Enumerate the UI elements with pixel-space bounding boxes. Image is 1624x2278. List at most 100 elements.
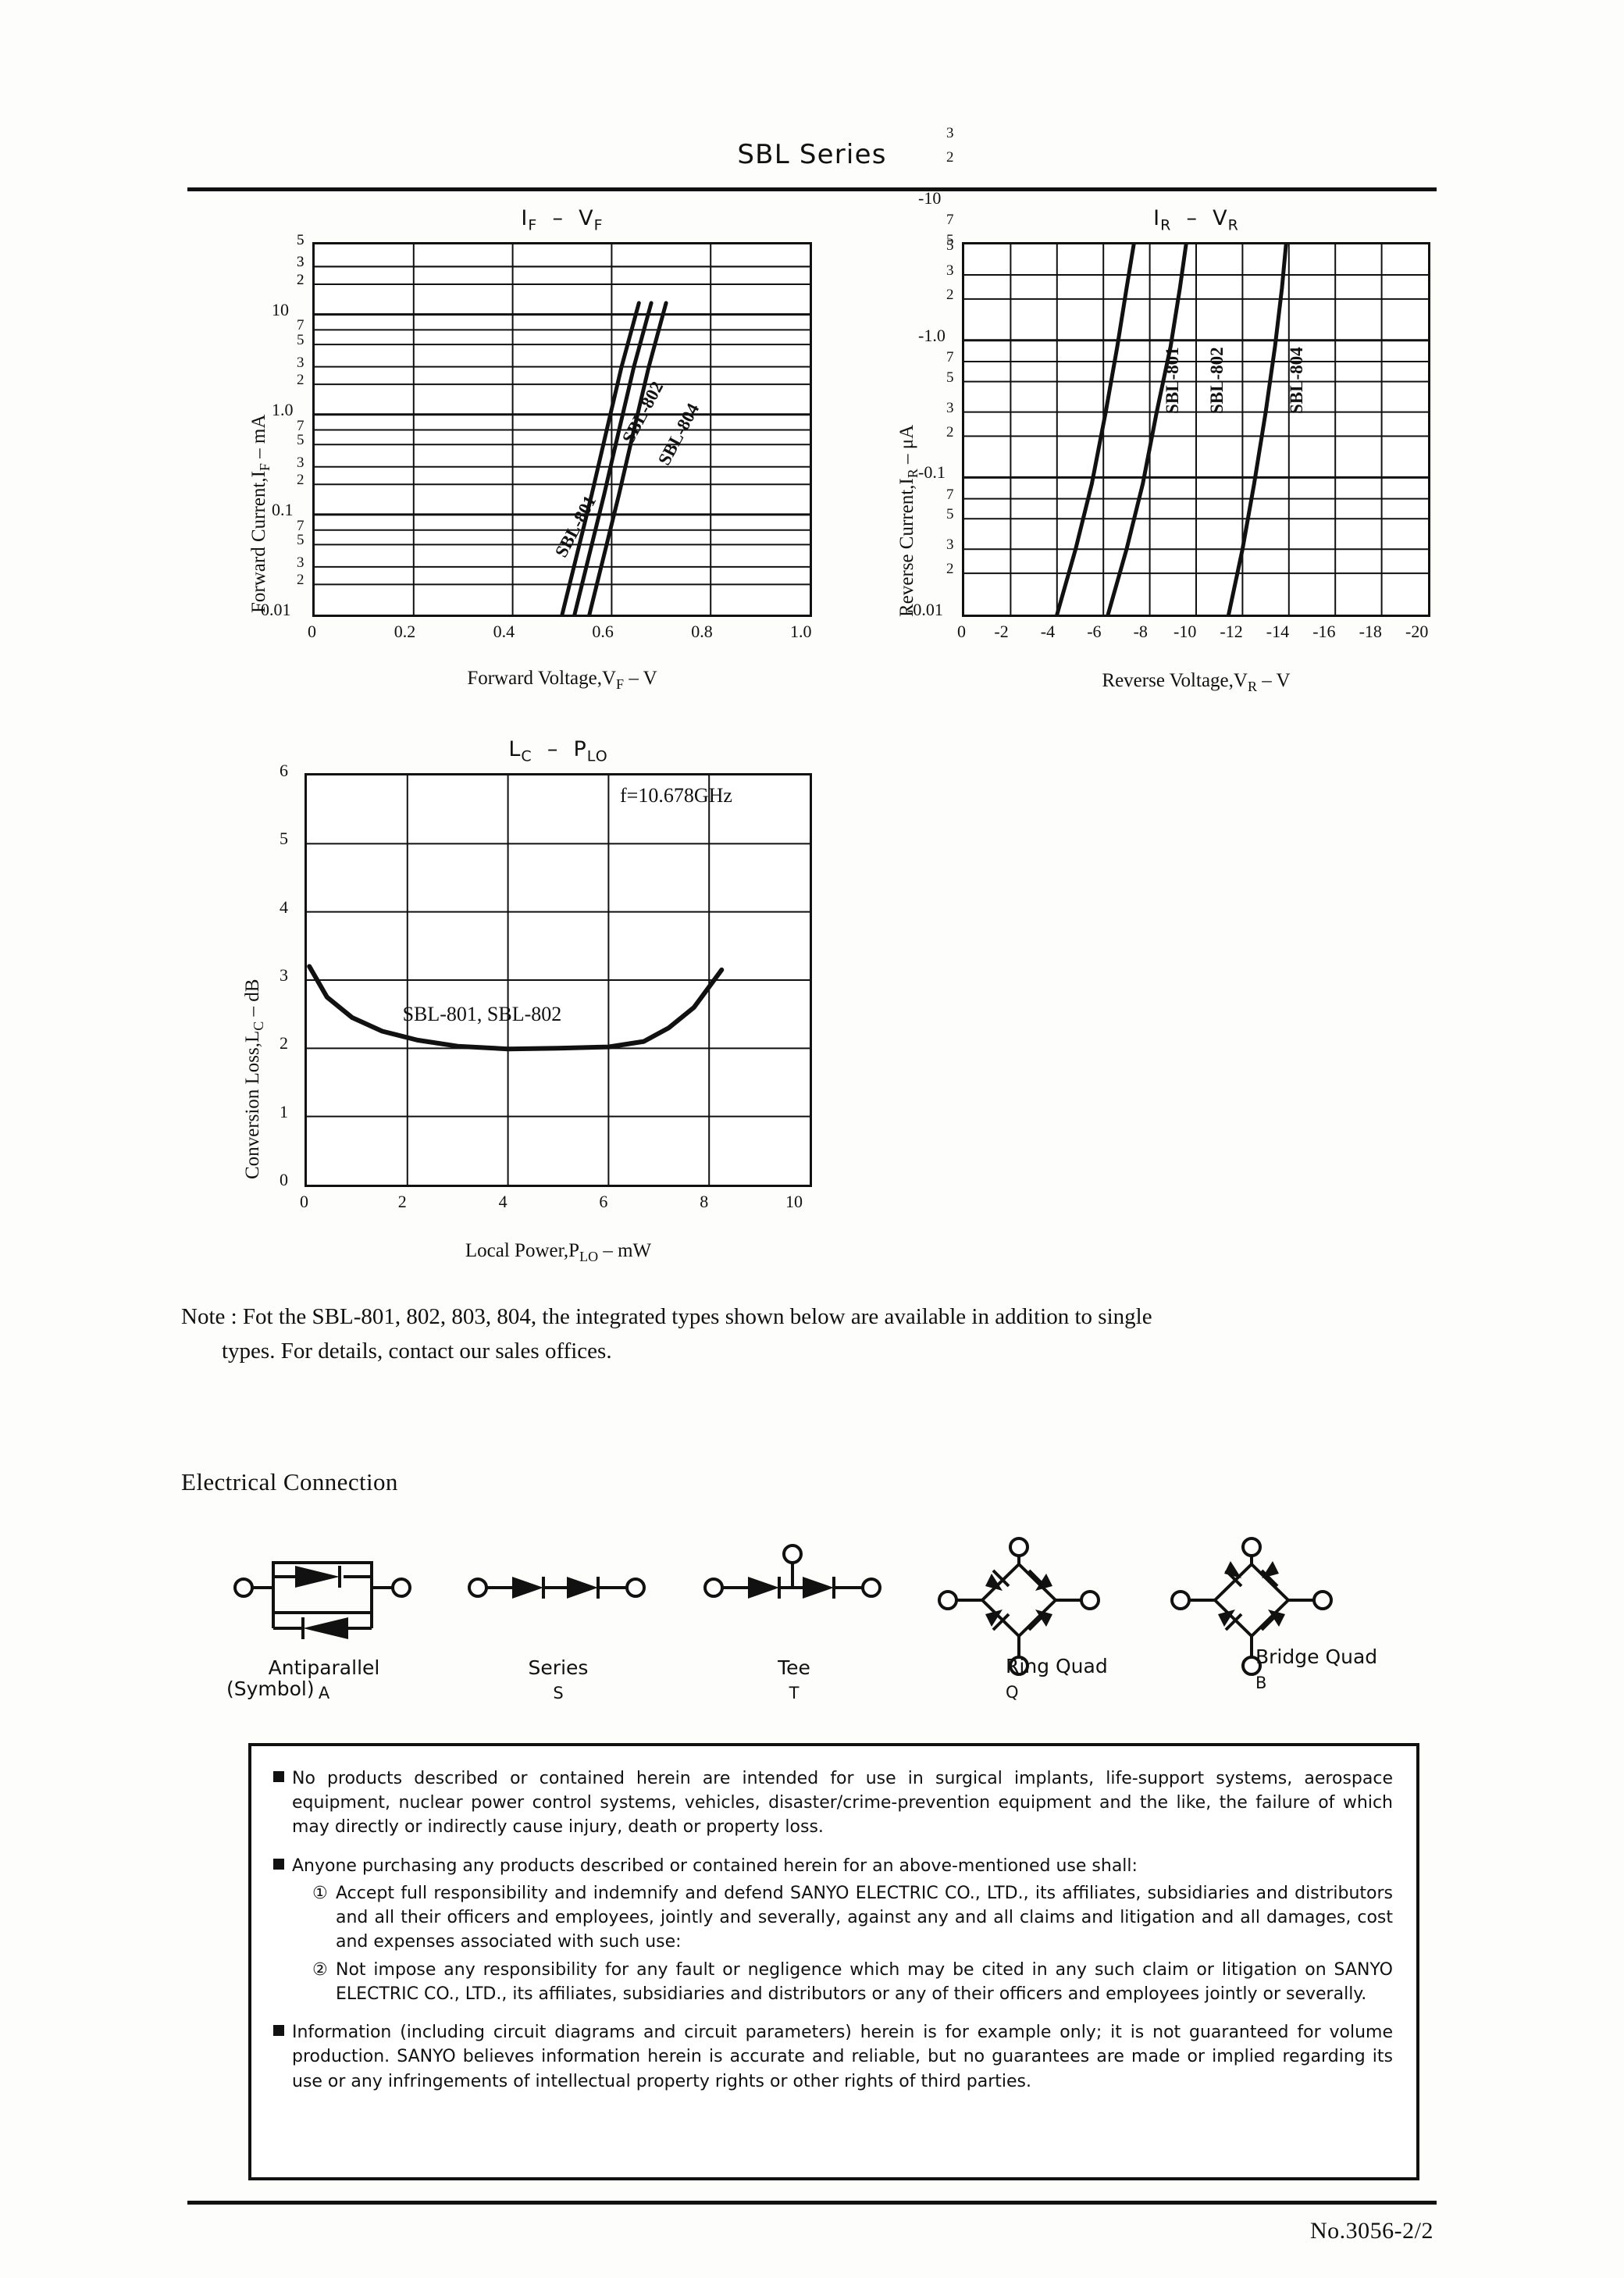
chart-lc-plo-ylabel: Conversion Loss,LC – dB [242,979,266,1179]
axis-tick-label: 7 [946,486,954,503]
disclaimer-sub-number: ② [312,1959,328,1980]
axis-tick-label: -16 [1312,622,1336,641]
chart-lc-plo-svg [307,775,810,1185]
electrical-connection-heading: Electrical Connection [181,1468,398,1495]
axis-tick-label: -12 [1220,622,1243,641]
axis-tick-label: 0.4 [493,622,515,641]
axis-tick-label: 2 [946,149,954,166]
axis-tick-label: 0 [280,1170,288,1189]
symbol-ring-quad: Ring Quad Q [937,1536,1108,1702]
axis-tick-label: 7 [946,348,954,365]
axis-tick-label: 2 [297,271,304,288]
disclaimer-sub-item: ① Accept full responsibility and indemnif… [292,1881,1393,1955]
axis-tick-label: 5 [297,332,304,349]
axis-tick-label: 3 [946,262,954,279]
axis-tick-label: 10 [272,299,289,319]
bridge-quad-icon [1170,1537,1333,1676]
axis-tick-label: 10 [785,1192,803,1211]
axis-tick-label: -10 [918,188,942,209]
disclaimer-sub-text: Not impose any responsibility for any fa… [336,1959,1393,2004]
axis-tick-label: 0.6 [592,622,614,641]
axis-tick-label: 3 [297,454,304,471]
axis-tick-label: 3 [946,537,954,554]
axis-tick-label: -14 [1266,622,1290,641]
symbol-series-code: S [553,1684,564,1702]
symbol-tee-code: T [789,1684,800,1702]
note-line-2: types. For details, contact our sales of… [222,1338,612,1364]
axis-tick-label: 3 [297,554,304,571]
chart-if-vf: IF – VF [312,206,812,617]
symbol-bridge-quad-code: B [1255,1674,1267,1692]
chart-ir-vr: IR – VR [962,206,1430,617]
chart-if-vf-svg [315,244,810,615]
symbol-series-caption: Series [528,1656,589,1679]
axis-tick-label: 5 [297,232,304,248]
axis-tick-label: 5 [946,232,954,248]
series-icon [468,1577,646,1599]
axis-tick-label: 7 [297,417,304,434]
symbol-ring-quad-code: Q [1006,1683,1019,1702]
chart-lc-plo-xlabel: Local Power,PLO – mW [465,1240,652,1264]
note-line-1: Note : Fot the SBL-801, 802, 803, 804, t… [181,1304,1152,1329]
axis-tick-label: 2 [297,372,304,389]
axis-tick-label: 5 [946,237,954,254]
page-title: SBL Series [737,139,887,170]
axis-tick-label: -0.01 [907,600,943,619]
axis-tick-label: 1 [280,1101,288,1121]
axis-tick-label: 2 [297,271,304,288]
axis-tick-label: 1.0 [790,622,812,641]
symbol-word-label: (Symbol) [226,1677,315,1700]
chart-ir-vr-svg [964,244,1428,615]
axis-tick-label: -10 [1173,622,1197,641]
axis-tick-label: 5 [280,829,288,849]
axis-tick-label: -2 [994,622,1009,641]
axis-tick-label: 0 [300,1192,308,1211]
axis-tick-label: 3 [297,254,304,271]
axis-tick-label: 0.01 [261,600,291,619]
axis-tick-label: 0.2 [394,622,416,641]
axis-tick-label: 1.0 [272,399,294,419]
axis-tick-label: 7 [297,317,304,334]
antiparallel-icon [233,1561,411,1639]
bullet-square-icon [273,1858,292,2006]
bullet-square-icon [273,1771,292,1840]
footer-rule [187,2201,1437,2205]
axis-tick-label: 2 [397,1192,407,1211]
axis-tick-label: 7 [297,517,304,534]
note-block: Note : Fot the SBL-801, 802, 803, 804, t… [181,1300,1469,1368]
symbol-series: Series S [467,1569,646,1702]
document-number: No.3056-2/2 [1310,2218,1433,2244]
axis-tick-label: 3 [297,254,304,271]
symbol-antiparallel: Antiparallel A [233,1556,412,1702]
symbol-antiparallel-code: A [318,1684,330,1702]
axis-tick-label: 5 [946,506,954,523]
axis-tick-label: -6 [1087,622,1102,641]
axis-tick-label: 5 [297,432,304,449]
chart-if-vf-title: IF – VF [521,206,604,234]
disclaimer-text: Information (including circuit diagrams … [292,2023,1393,2091]
symbol-bridge-quad: Bridge Quad B [1170,1536,1377,1692]
chart-if-vf-xlabel: Forward Voltage,VF – V [467,668,657,692]
disclaimer-sub-text: Accept full responsibility and indemnify… [336,1883,1393,1952]
axis-tick-label: 4 [280,897,288,917]
axis-tick-label: 2 [946,423,954,440]
chart-lc-plo-title: LC – PLO [508,737,608,765]
tee-icon [703,1544,881,1599]
series-label: SBL-804 [1287,347,1306,414]
symbol-row: Antiparallel A Series S [219,1537,1437,1730]
chart-lc-plo: LC – PLO f=10.678GHz [304,737,812,1187]
disclaimer-box: No products described or contained herei… [248,1743,1419,2180]
symbol-bridge-quad-caption: Bridge Quad [1255,1645,1378,1668]
axis-tick-label: 0 [957,622,966,641]
series-label: SBL-801 [1163,347,1182,414]
chart-if-vf-plot [312,242,812,617]
chart-lc-plo-annotation: f=10.678GHz [620,784,732,807]
series-label: SBL-801, SBL-802 [402,1003,562,1026]
axis-tick-label: 0.1 [272,499,294,519]
axis-tick-label: 6 [599,1192,608,1211]
axis-tick-label: 3 [946,125,954,142]
disclaimer-item: Information (including circuit diagrams … [273,2020,1393,2094]
axis-tick-label: 5 [946,369,954,386]
axis-tick-label: 2 [946,561,954,578]
disclaimer-sub-number: ① [312,1883,328,1903]
